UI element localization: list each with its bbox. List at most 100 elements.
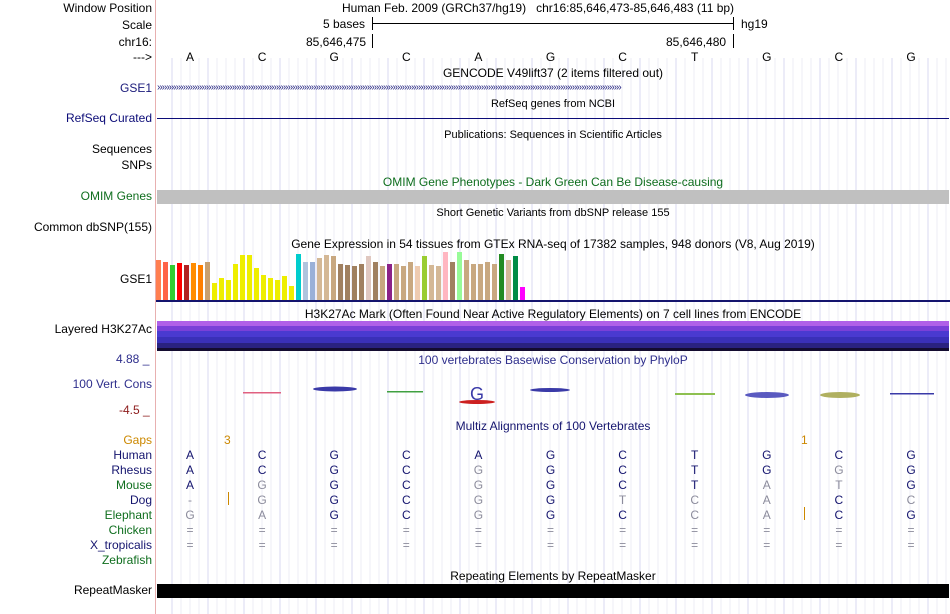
species-label-dog[interactable]: Dog [129,493,152,507]
gencode-track-label[interactable]: GSE1 [119,81,152,95]
aligned-base: = [691,538,699,552]
scale-bar-right-tick [733,17,734,30]
gaps-label[interactable]: Gaps [123,433,152,447]
aligned-base: A [474,448,483,462]
species-label-elephant[interactable]: Elephant [104,508,152,522]
aligned-base: = [907,523,915,537]
gtex-tissue-bar [261,275,266,300]
gtex-track-label[interactable]: GSE1 [119,272,152,286]
gtex-tissue-bar [387,264,392,300]
gtex-tissue-bar [520,287,525,300]
gtex-tissue-bar [324,255,329,300]
gtex-title[interactable]: Gene Expression in 54 tissues from GTEx … [291,237,815,251]
coord-right: 85,646,480 [666,35,727,49]
omim-feature-bar[interactable] [157,190,949,204]
gtex-tissue-bar [513,256,518,300]
refseq-track-label[interactable]: RefSeq Curated [65,111,152,125]
refseq-gene-line[interactable] [157,118,949,119]
h3k27ac-signal[interactable] [157,321,949,351]
aligned-base: G [834,463,844,477]
h3k27ac-layer-2 [157,326,949,331]
phylop-title[interactable]: 100 vertebrates Basewise Conservation by… [418,353,688,367]
omim-track-label[interactable]: OMIM Genes [80,189,152,203]
species-label-rhesus[interactable]: Rhesus [111,463,152,477]
dbsnp-title[interactable]: Short Genetic Variants from dbSNP releas… [436,207,670,219]
aligned-base: A [185,448,194,462]
gencode-gene-line[interactable]: ››››››››››››››››››››››››››››››››››››››››… [157,82,622,93]
aligned-base: G [185,508,195,522]
gencode-title[interactable]: GENCODE V49lift37 (2 items filtered out) [442,66,664,80]
species-label-chicken[interactable]: Chicken [108,523,152,537]
assembly-title: Human Feb. 2009 (GRCh37/hg19) chr16:85,6… [342,1,734,15]
elephant-gap-tick [804,507,805,520]
aligned-base: G [329,463,339,477]
gtex-tissue-bar [198,265,203,300]
phylop-mark-5 [459,400,495,404]
gtex-tissue-bar [471,264,476,300]
gtex-tissue-bar [478,264,483,300]
reference-base: C [618,50,627,64]
aligned-base: = [835,538,843,552]
aligned-base: G [762,448,772,462]
aligned-base: G [762,463,772,477]
aligned-base: G [473,478,484,492]
phylop-mark-10 [890,393,934,395]
publications-track-label[interactable]: Sequences [91,142,152,156]
dog-gap-tick [228,492,229,505]
gtex-tissue-bar [317,258,322,300]
phylop-mark-3 [387,391,423,393]
phylop-track-label[interactable]: 100 Vert. Cons [72,377,152,391]
phylop-max: 4.88 _ [116,352,150,366]
aligned-base: C [834,493,844,507]
aligned-base: C [257,463,267,477]
gtex-tissue-bar [429,265,434,300]
aligned-base: = [330,538,338,552]
aligned-base: G [906,463,916,477]
gtex-tissue-bar [212,283,217,300]
gtex-bar-chart[interactable] [155,252,950,304]
dbsnp-track-label[interactable]: Common dbSNP(155) [33,220,152,234]
aligned-base: = [186,523,194,537]
repeatmasker-feature-bar[interactable] [157,584,949,598]
gtex-tissue-bar [499,254,504,300]
species-label-zebrafish[interactable]: Zebrafish [101,553,152,567]
aligned-base: = [258,523,266,537]
multiz-title[interactable]: Multiz Alignments of 100 Vertebrates [455,419,651,433]
aligned-base: = [330,523,338,537]
gtex-tissue-bar [415,266,420,300]
repeatmasker-track-label[interactable]: RepeatMasker [73,583,152,597]
gap-mark-2: 1 [801,433,808,447]
phylop-logo[interactable]: G [155,380,950,410]
gtex-tissue-bar [296,254,301,300]
publications-title[interactable]: Publications: Sequences in Scientific Ar… [444,129,662,141]
species-label-human[interactable]: Human [113,448,152,462]
omim-title[interactable]: OMIM Gene Phenotypes - Dark Green Can Be… [382,175,724,189]
gtex-tissue-bar [240,255,245,300]
h3k27ac-title[interactable]: H3K27Ac Mark (Often Found Near Active Re… [304,307,802,321]
aligned-base: = [546,523,554,537]
reference-base: G [762,50,772,64]
species-label-mouse[interactable]: Mouse [115,478,152,492]
reference-base: G [906,50,916,64]
aligned-base: C [834,448,844,462]
refseq-title[interactable]: RefSeq genes from NCBI [490,98,616,110]
gap-mark-1: 3 [224,433,231,447]
gtex-tissue-bar [485,262,490,300]
species-label-x_tropicalis[interactable]: X_tropicalis [89,538,152,552]
aligned-base: = [619,538,627,552]
repeatmasker-title[interactable]: Repeating Elements by RepeatMasker [450,569,656,583]
gtex-tissue-bar [443,252,448,300]
aligned-base: A [185,478,194,492]
coord-left: 85,646,475 [306,35,367,49]
aligned-base: C [690,508,700,522]
track-area-border [155,0,156,614]
gtex-tissue-bar [177,263,182,300]
aligned-base: T [691,463,699,477]
aligned-base: = [763,538,771,552]
window-position-label: Window Position [63,1,152,15]
aligned-base: = [835,523,843,537]
snps-track-label[interactable]: SNPs [121,158,152,172]
h3k27ac-track-label[interactable]: Layered H3K27Ac [54,322,152,336]
gtex-tissue-bar [366,256,371,300]
aligned-base: G [329,478,339,492]
